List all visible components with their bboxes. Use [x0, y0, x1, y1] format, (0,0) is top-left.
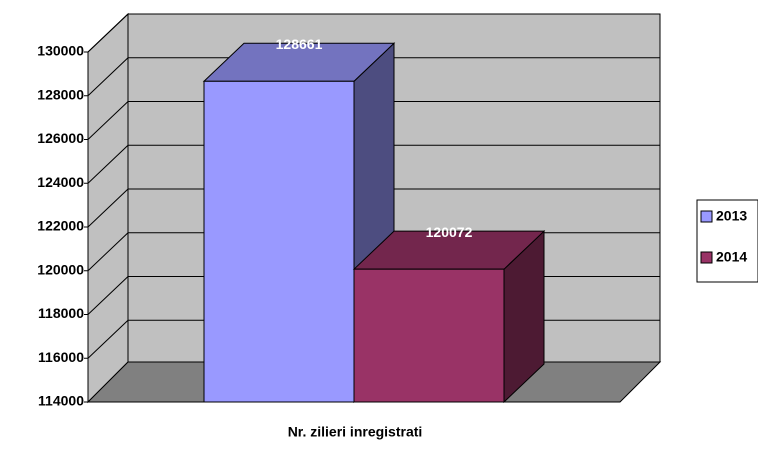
y-tick-label: 116000 [38, 349, 84, 365]
legend-swatch [700, 251, 713, 264]
bar [203, 80, 355, 403]
data-label: 128661 [276, 36, 323, 52]
y-tick-label: 118000 [38, 305, 84, 321]
grid-line [87, 57, 660, 97]
y-tick-label: 128000 [37, 86, 84, 102]
grid-line [87, 13, 660, 53]
x-category-label: Nr. zilieri inregistrati [288, 424, 423, 440]
grid-line [87, 101, 660, 140]
grid-line [87, 144, 660, 184]
bar [353, 268, 505, 403]
y-tick-label: 126000 [37, 130, 84, 146]
data-label: 120072 [426, 224, 473, 240]
grid-line [87, 188, 660, 228]
legend-label: 2014 [716, 249, 747, 265]
y-tick-label: 124000 [37, 174, 84, 190]
legend-swatch [700, 210, 713, 223]
legend-label: 2013 [716, 208, 747, 224]
y-tick-label: 114000 [38, 393, 84, 409]
y-tick-label: 120000 [37, 261, 84, 277]
y-tick-label: 130000 [37, 43, 84, 59]
y-tick-label: 122000 [37, 218, 84, 234]
